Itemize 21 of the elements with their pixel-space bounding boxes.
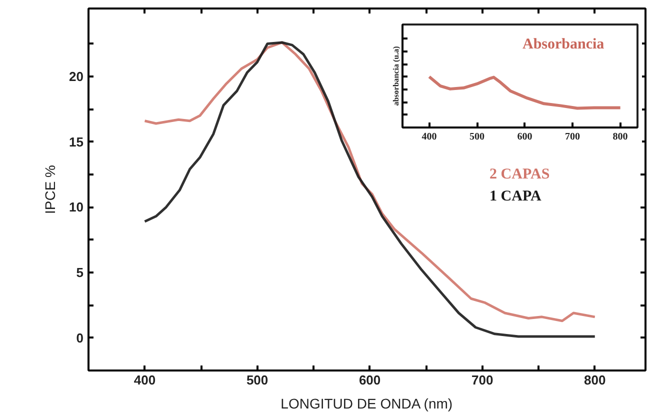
x-tick-label: 700 bbox=[565, 132, 580, 142]
x-tick-label: 600 bbox=[517, 132, 532, 142]
y-axis-title: absorbancia (u.a) bbox=[392, 46, 400, 106]
y-tick-label: 15 bbox=[69, 134, 84, 150]
x-axis-title: LONGITUD DE ONDA (nm) bbox=[280, 396, 453, 412]
y-tick-label: 10 bbox=[69, 200, 84, 215]
y-tick-label: 20 bbox=[69, 68, 84, 84]
x-tick-label: 800 bbox=[612, 132, 628, 142]
x-tick-label: 600 bbox=[358, 372, 381, 388]
x-tick-label: 400 bbox=[134, 372, 156, 388]
y-axis-title: IPCE % bbox=[42, 164, 58, 214]
text: 2 CAPAS bbox=[490, 166, 550, 182]
text: 1 CAPA bbox=[490, 188, 542, 204]
x-tick-label: 500 bbox=[246, 372, 268, 388]
y-tick-label: 0 bbox=[76, 330, 84, 346]
x-tick-label: 800 bbox=[584, 372, 606, 388]
y-tick-label: 5 bbox=[76, 264, 84, 280]
x-tick-label: 500 bbox=[470, 132, 485, 142]
text: Absorbancia bbox=[522, 36, 605, 52]
x-tick-label: 700 bbox=[471, 372, 494, 388]
x-tick-label: 400 bbox=[422, 132, 437, 142]
